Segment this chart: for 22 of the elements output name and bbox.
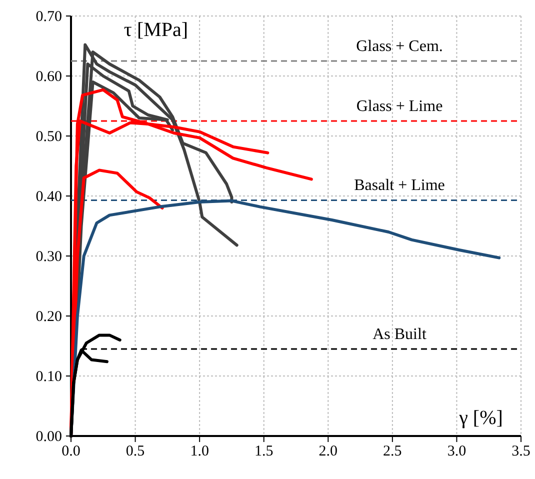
y-tick-label: 0.30: [36, 248, 62, 265]
ref-line-label: Glass + Cem.: [356, 38, 443, 55]
y-tick-label: 0.00: [36, 428, 62, 445]
x-tick-label: 2.0: [318, 444, 338, 460]
x-tick-label: 0.0: [62, 444, 80, 460]
y-tick-label: 0.70: [36, 8, 62, 25]
x-tick-label: 2.5: [383, 444, 402, 460]
x-tick-label: 3.0: [447, 444, 466, 460]
y-axis-title: τ [MPa]: [124, 19, 188, 41]
x-tick-label: 3.5: [512, 444, 530, 460]
y-tick-label: 0.50: [36, 128, 62, 145]
y-tick-label: 0.10: [36, 368, 62, 385]
ref-line-label: Glass + Lime: [356, 98, 443, 115]
x-tick-label: 0.5: [126, 444, 145, 460]
x-axis-title: γ [%]: [458, 407, 503, 429]
y-tick-label: 0.20: [36, 308, 62, 325]
x-tick-label: 1.0: [190, 444, 209, 460]
ref-line-label: Basalt + Lime: [354, 177, 445, 194]
x-tick-label: 1.5: [254, 444, 274, 460]
y-tick-label: 0.60: [36, 68, 62, 85]
ref-line-label: As Built: [372, 326, 427, 343]
y-tick-label: 0.40: [36, 188, 62, 205]
